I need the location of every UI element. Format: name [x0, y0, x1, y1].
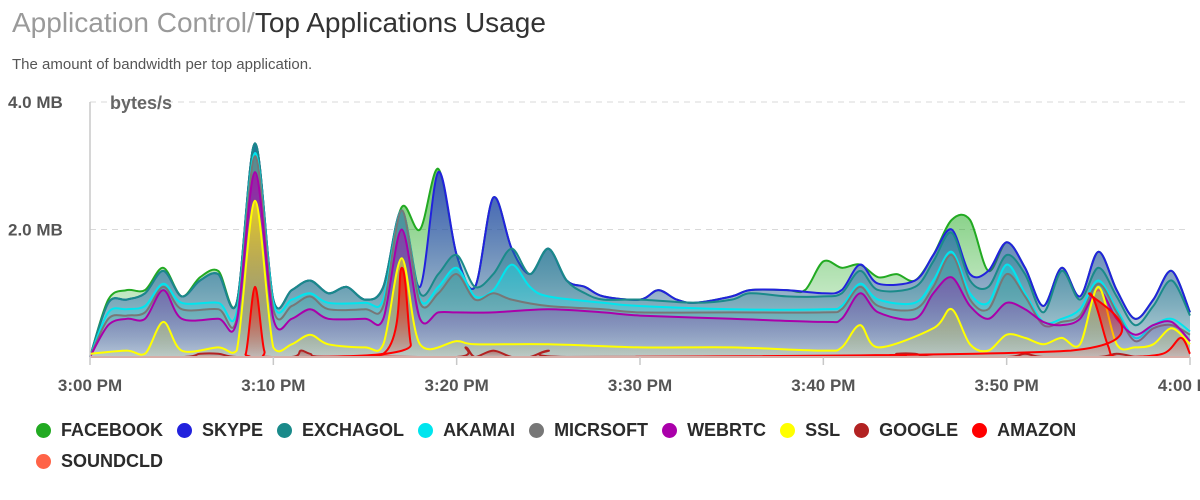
legend-item-skype[interactable]: SKYPE: [177, 420, 263, 441]
legend-swatch: [36, 423, 51, 438]
legend-swatch: [277, 423, 293, 438]
legend-item-facebook[interactable]: FACEBOOK: [36, 420, 163, 441]
breadcrumb-separator: /: [247, 7, 255, 38]
x-tick-label: 3:20 PM: [425, 376, 489, 395]
series-line-ssl: [89, 199, 1191, 356]
series-area-akamai[interactable]: [90, 152, 1190, 357]
chart-legend: FACEBOOK SKYPE EXCHAGOL AKAMAI MICRSOFT WEBRT…: [36, 420, 1186, 472]
page-subtitle: The amount of bandwidth per top applicat…: [12, 56, 313, 73]
legend-item-exchagol[interactable]: EXCHAGOL: [277, 420, 404, 441]
y-unit-label: bytes/s: [110, 93, 172, 113]
legend-label: MICRSOFT: [554, 420, 649, 440]
x-tick-label: 3:30 PM: [608, 376, 672, 395]
legend-swatch: [780, 423, 796, 438]
y-tick-label: 4.0 MB: [8, 93, 63, 112]
legend-swatch: [854, 423, 870, 438]
legend-swatch: [529, 423, 545, 438]
legend-item-akamai[interactable]: AKAMAI: [418, 420, 515, 441]
legend-label: AMAZON: [997, 420, 1077, 440]
page-title: Application Control/Top Applications Usa…: [12, 6, 546, 40]
legend-label: SOUNDCLD: [61, 451, 163, 471]
series-line-amazon: [90, 266, 1191, 358]
legend-label: SKYPE: [202, 420, 264, 440]
legend-item-webrtc[interactable]: WEBRTC: [662, 420, 766, 441]
legend-item-amazon[interactable]: AMAZON: [972, 420, 1076, 441]
legend-swatch: [36, 454, 51, 469]
legend-swatch: [972, 423, 988, 438]
legend-label: GOOGLE: [879, 420, 959, 440]
x-tick-label: 3:40 PM: [791, 376, 855, 395]
breadcrumb-application-control[interactable]: Application Control: [12, 7, 248, 38]
legend-label: EXCHAGOL: [302, 420, 405, 440]
legend-label: SSL: [805, 420, 841, 440]
legend-swatch: [662, 423, 678, 438]
breadcrumb-current: Top Applications Usage: [254, 7, 546, 38]
legend-swatch: [418, 423, 434, 438]
series-area-webrtc[interactable]: [90, 172, 1190, 357]
legend-label: WEBRTC: [687, 420, 767, 440]
y-tick-label: 2.0 MB: [8, 221, 63, 240]
x-tick-label: 3:10 PM: [241, 376, 305, 395]
legend-label: AKAMAI: [443, 420, 516, 440]
x-tick-label: 3:00 PM: [58, 376, 122, 395]
legend-item-soundcld[interactable]: SOUNDCLD: [36, 451, 163, 472]
bandwidth-area-chart[interactable]: 4.0 MB 2.0 MB bytes/s 3:00 PM 3:10 PM 3:20 PM…: [0, 85, 1200, 415]
x-tick-label: 3:50 PM: [975, 376, 1039, 395]
x-tick-label: 4:00 PM: [1158, 376, 1200, 395]
legend-label: FACEBOOK: [61, 420, 164, 440]
legend-item-micrsoft[interactable]: MICRSOFT: [529, 420, 648, 441]
series-line-webrtc: [89, 171, 1191, 358]
legend-item-ssl[interactable]: SSL: [780, 420, 840, 441]
legend-item-google[interactable]: GOOGLE: [854, 420, 958, 441]
legend-swatch: [177, 423, 193, 438]
